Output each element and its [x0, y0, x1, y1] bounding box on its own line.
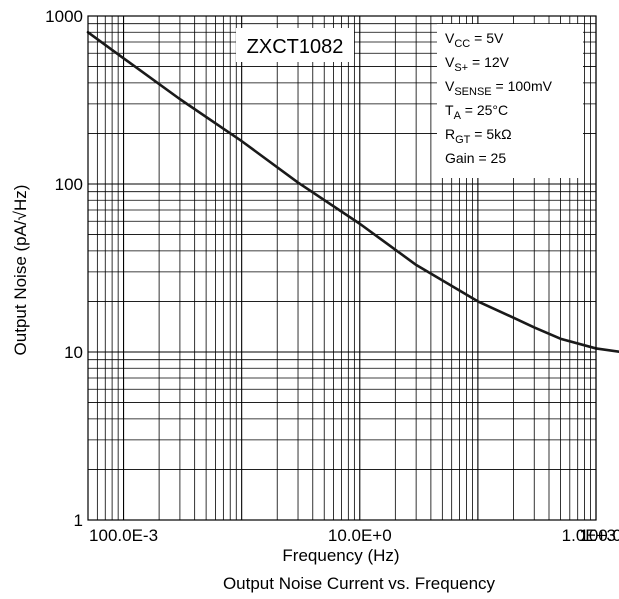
noise-series-line — [86, 30, 619, 354]
condition-line: VSENSE = 100mV — [445, 78, 553, 98]
x-tick-label: 1.0E+3 — [562, 526, 616, 545]
y-tick-label: 100 — [55, 175, 83, 194]
y-tick-label: 1000 — [45, 7, 83, 26]
x-axis-label: Frequency (Hz) — [282, 546, 399, 565]
condition-line: Gain = 25 — [445, 150, 506, 166]
series-layer — [86, 30, 619, 354]
chart-title: Output Noise Current vs. Frequency — [223, 574, 496, 593]
y-tick-label: 1 — [74, 511, 83, 530]
condition-line: RGT = 5kΩ — [445, 126, 512, 146]
conditions-background — [437, 24, 583, 178]
condition-line: VCC = 5V — [445, 30, 504, 50]
plot-frame — [87, 15, 597, 521]
conditions-box: VCC = 5V VS+ = 12V VSENSE = 100mV TA = 25°C… — [437, 24, 583, 178]
condition-line: TA = 25°C — [445, 102, 508, 122]
x-tick-label: 10.0E+0 — [328, 526, 392, 545]
part-label-box: ZXCT1082 — [236, 28, 354, 62]
part-label-background — [236, 28, 354, 62]
y-tick-labels: 1 10 100 1000 — [45, 7, 83, 530]
condition-line: VS+ = 12V — [445, 54, 510, 74]
y-tick-label: 10 — [64, 343, 83, 362]
part-label: ZXCT1082 — [247, 36, 344, 58]
x-tick-label: 100.0E+3 — [579, 526, 619, 545]
x-tick-label: 100.0E-3 — [89, 526, 158, 545]
y-axis-label: Output Noise (pA/√Hz) — [11, 185, 30, 356]
minor-grid — [87, 16, 596, 520]
